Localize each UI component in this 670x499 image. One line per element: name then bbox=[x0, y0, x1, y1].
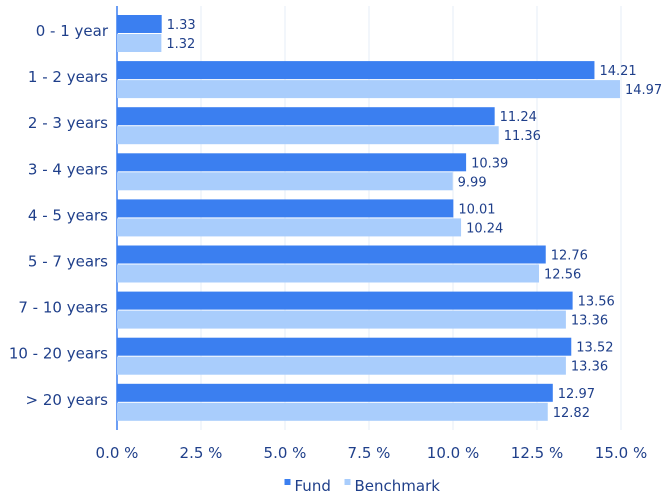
value-label-fund: 1.33 bbox=[167, 18, 196, 33]
x-tick-label: 12.5 % bbox=[511, 444, 563, 462]
bar-fund bbox=[117, 199, 454, 218]
category-label: 5 - 7 years bbox=[28, 253, 108, 271]
category-label: 1 - 2 years bbox=[28, 68, 108, 86]
value-label-benchmark: 12.82 bbox=[553, 406, 590, 421]
x-tick-label: 10.0 % bbox=[427, 444, 479, 462]
bar-benchmark bbox=[117, 34, 162, 52]
bar-fund bbox=[117, 15, 162, 33]
value-label-fund: 14.21 bbox=[599, 64, 636, 79]
value-label-benchmark: 10.24 bbox=[466, 221, 503, 236]
legend-label-fund: Fund bbox=[295, 477, 331, 495]
bar-fund bbox=[117, 291, 573, 310]
value-label-fund: 10.39 bbox=[471, 156, 508, 171]
value-label-benchmark: 13.36 bbox=[571, 314, 608, 329]
x-tick-label: 0.0 % bbox=[96, 444, 139, 462]
category-label: 10 - 20 years bbox=[9, 345, 108, 363]
x-tick-label: 2.5 % bbox=[180, 444, 223, 462]
category-label: 3 - 4 years bbox=[28, 160, 108, 178]
x-tick-label: 7.5 % bbox=[348, 444, 391, 462]
bar-fund bbox=[117, 337, 572, 356]
legend-label-benchmark: Benchmark bbox=[355, 477, 441, 495]
value-labels: 1.33 1.32 14.21 14.97 11.24 11.36 10.39 9.99 10.… bbox=[166, 18, 662, 421]
bar-benchmark bbox=[117, 402, 548, 421]
bar-fund bbox=[117, 383, 553, 402]
bar-benchmark bbox=[117, 126, 499, 145]
value-label-benchmark: 9.99 bbox=[458, 175, 487, 190]
x-tick-label: 15.0 % bbox=[595, 444, 647, 462]
category-label: 4 - 5 years bbox=[28, 206, 108, 224]
bar-fund bbox=[117, 153, 467, 172]
category-label: 0 - 1 year bbox=[36, 22, 109, 40]
bars bbox=[117, 15, 620, 421]
category-label: > 20 years bbox=[26, 391, 109, 409]
value-label-benchmark: 11.36 bbox=[504, 129, 541, 144]
value-label-benchmark: 13.36 bbox=[571, 360, 608, 375]
value-label-benchmark: 12.56 bbox=[544, 268, 581, 283]
bar-fund bbox=[117, 61, 595, 80]
category-labels: 0 - 1 year 1 - 2 years 2 - 3 years 3 - 4 ye… bbox=[9, 22, 109, 409]
bar-fund bbox=[117, 107, 495, 126]
legend: Fund Benchmark bbox=[284, 477, 441, 495]
value-label-fund: 13.56 bbox=[578, 295, 615, 310]
legend-swatch-fund bbox=[284, 479, 291, 485]
bar-benchmark bbox=[117, 172, 453, 191]
bar-benchmark bbox=[117, 218, 462, 237]
bar-benchmark bbox=[117, 310, 566, 329]
category-label: 2 - 3 years bbox=[28, 114, 108, 132]
x-tick-label: 5.0 % bbox=[264, 444, 307, 462]
x-axis-ticks: 0.0 % 2.5 % 5.0 % 7.5 % 10.0 % 12.5 % 15.0 % bbox=[96, 444, 648, 462]
value-label-benchmark: 14.97 bbox=[625, 83, 662, 98]
value-label-fund: 12.97 bbox=[558, 387, 595, 402]
value-label-fund: 10.01 bbox=[458, 202, 495, 217]
category-label: 7 - 10 years bbox=[18, 299, 108, 317]
value-label-fund: 11.24 bbox=[500, 110, 537, 125]
legend-swatch-benchmark bbox=[344, 479, 351, 485]
bar-benchmark bbox=[117, 80, 620, 99]
bar-benchmark bbox=[117, 356, 566, 375]
value-label-fund: 12.76 bbox=[551, 249, 588, 264]
bar-benchmark bbox=[117, 264, 540, 283]
value-label-fund: 13.52 bbox=[576, 341, 613, 356]
bar-fund bbox=[117, 245, 546, 264]
value-label-benchmark: 1.32 bbox=[166, 37, 195, 52]
